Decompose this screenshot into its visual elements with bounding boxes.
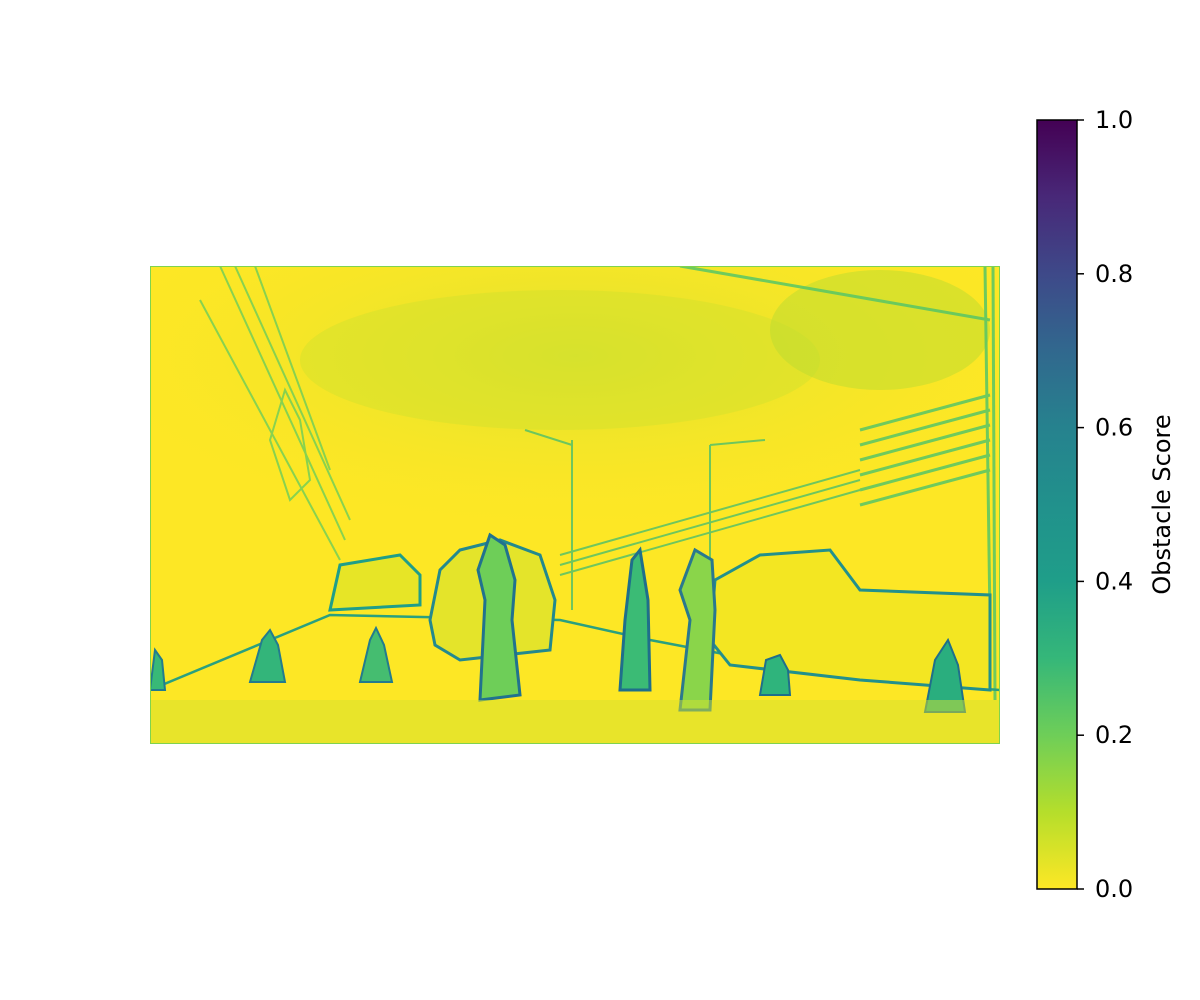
colorbar-label: Obstacle Score (1148, 414, 1176, 594)
car-left (330, 555, 420, 610)
colorbar-tick-label: 0.6 (1095, 414, 1133, 442)
colorbar-tick-label: 1.0 (1095, 106, 1133, 134)
sky-band (300, 290, 820, 430)
colorbar: 0.0 0.2 0.4 0.6 0.8 1.0 Obstacle Score (1037, 106, 1176, 903)
obstacle-heatmap-image (150, 266, 1000, 744)
colorbar-tick-label: 0.2 (1095, 721, 1133, 749)
colorbar-ticks: 0.0 0.2 0.4 0.6 0.8 1.0 (1077, 106, 1133, 903)
colorbar-tick-label: 0.4 (1095, 567, 1133, 595)
colorbar-tick-label: 0.8 (1095, 260, 1133, 288)
ground-noise (150, 700, 1000, 744)
colorbar-ramp (1037, 120, 1077, 889)
colorbar-tick-label: 0.0 (1095, 875, 1133, 903)
